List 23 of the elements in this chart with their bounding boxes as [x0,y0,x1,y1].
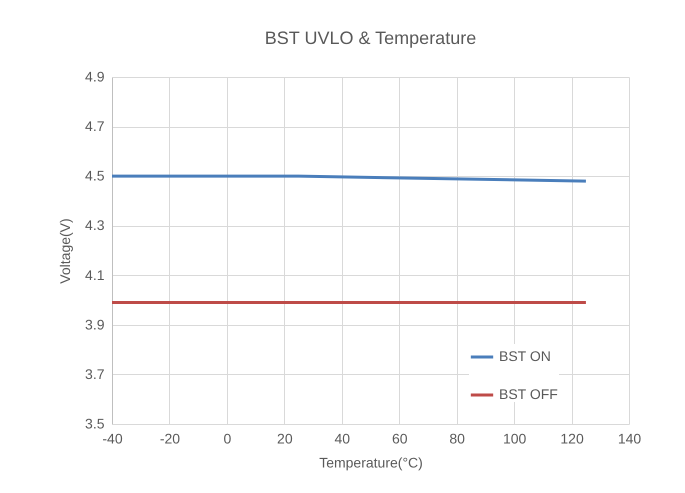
x-tick-label: 40 [334,430,350,446]
legend-label: BST OFF [499,386,558,402]
y-tick-label: 3.5 [85,416,105,432]
x-tick-label: -20 [160,430,180,446]
x-tick-label: 20 [277,430,293,446]
x-tick-label: -40 [102,430,123,446]
y-tick-label: 3.7 [85,366,105,382]
x-axis-title: Temperature(°C) [319,454,423,470]
chart-title: BST UVLO & Temperature [264,28,476,48]
y-tick-label: 4.5 [85,168,105,184]
y-tick-label: 4.1 [85,266,105,283]
y-tick-label: 3.9 [85,316,105,332]
x-tick-label: 60 [392,430,408,446]
x-tick-label: 100 [502,430,527,446]
x-tick-label: 0 [223,430,232,446]
y-tick-label: 4.7 [85,118,105,134]
x-tick-label: 120 [560,430,584,446]
legend-label: BST ON [499,348,551,364]
y-tick-label: 4.3 [85,217,105,234]
y-tick-label: 4.9 [85,68,105,84]
x-tick-label: 80 [449,430,466,446]
y-axis-title: Voltage(V) [57,218,74,284]
x-tick-label: 140 [618,430,642,446]
